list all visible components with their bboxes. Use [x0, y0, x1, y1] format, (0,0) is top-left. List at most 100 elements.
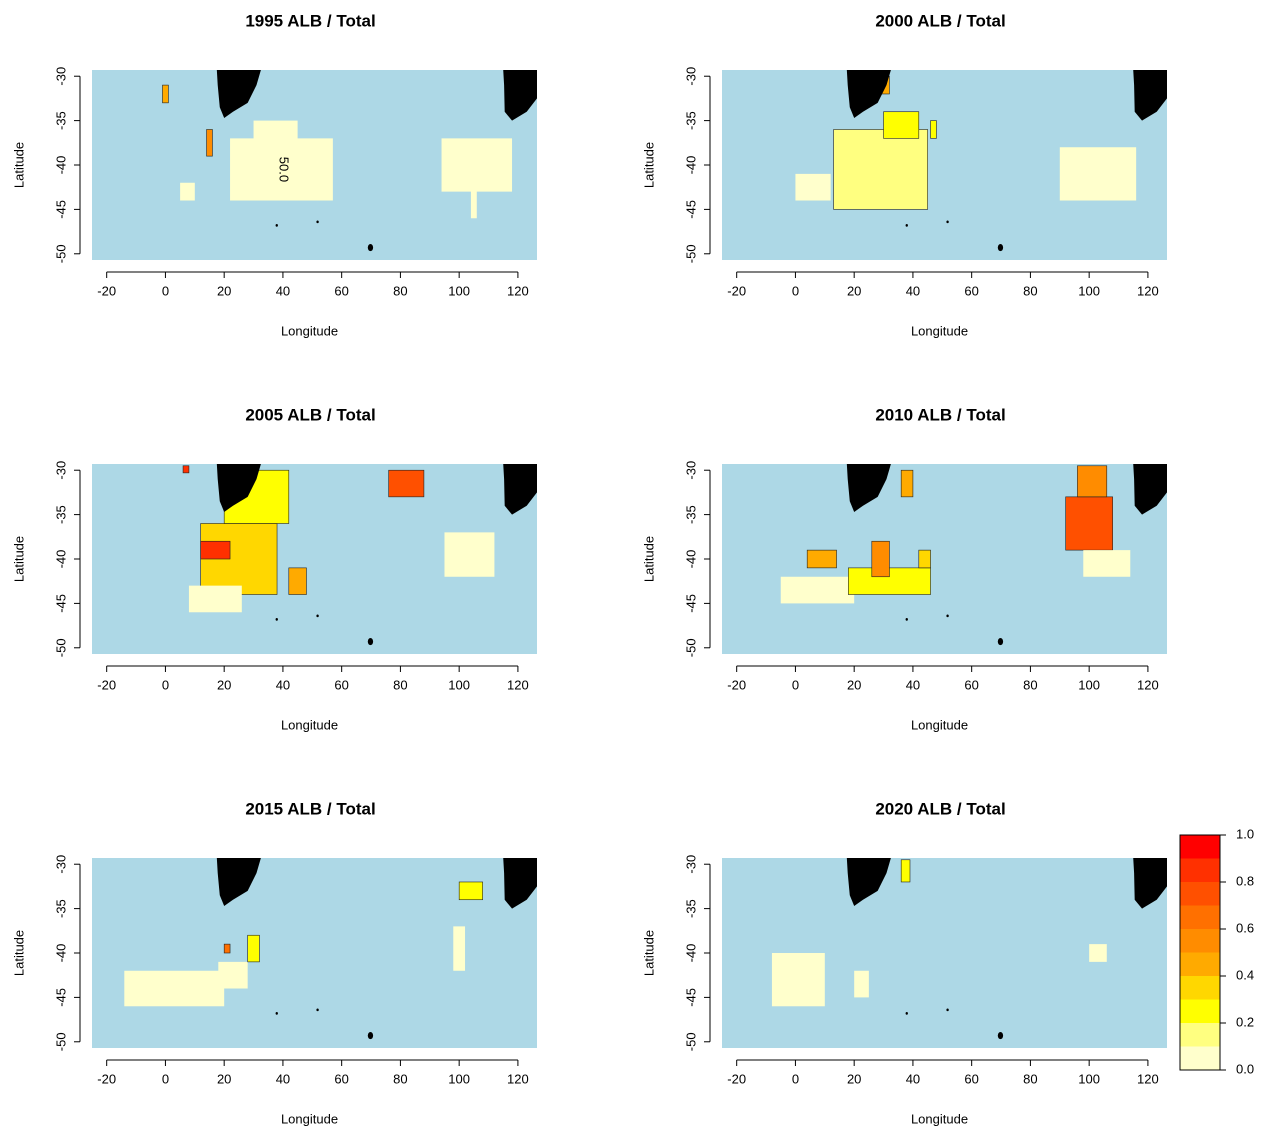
x-axis-label: Longitude — [281, 717, 338, 732]
region-cell — [883, 111, 920, 139]
contour-label: 50.0 — [276, 157, 291, 182]
colorbar-frame — [1179, 834, 1221, 1071]
region-cell — [1059, 147, 1137, 201]
colorbar-band — [1180, 952, 1220, 976]
x-tick-label: 100 — [1078, 1071, 1100, 1086]
y-axis-label: Latitude — [11, 930, 26, 976]
region-cell — [200, 540, 231, 560]
region-cell — [453, 926, 466, 971]
x-tick-label: 40 — [906, 283, 920, 298]
colorbar-band — [1180, 882, 1220, 906]
colorbar-tick-label: 0.4 — [1236, 967, 1254, 982]
y-tick-label: -45 — [53, 200, 68, 219]
x-tick-label: -20 — [97, 1071, 116, 1086]
y-tick-label: -30 — [683, 461, 698, 480]
y-tick-label: -35 — [53, 111, 68, 130]
colorbar-tick-label: 0.0 — [1236, 1061, 1254, 1076]
y-tick-label: -45 — [683, 200, 698, 219]
x-axis-label: Longitude — [281, 1111, 338, 1126]
colorbar-band — [1180, 905, 1220, 929]
y-axis-label: Latitude — [11, 536, 26, 582]
x-tick-label: 0 — [162, 283, 169, 298]
region-cell — [1089, 944, 1107, 962]
x-tick-label: 80 — [1023, 283, 1037, 298]
x-axis-label: Longitude — [911, 1111, 968, 1126]
y-tick-label: -40 — [683, 550, 698, 569]
region-cell — [918, 549, 931, 569]
x-tick-label: 60 — [334, 1071, 348, 1086]
region-cell — [795, 173, 831, 201]
colorbar-band — [1180, 976, 1220, 1000]
region-cell — [162, 84, 169, 104]
colorbar-tick-label: 0.6 — [1236, 920, 1254, 935]
region-cell — [871, 540, 890, 578]
y-tick-label: -45 — [683, 594, 698, 613]
colorbar-band — [1180, 1023, 1220, 1047]
x-tick-label: 100 — [448, 1071, 470, 1086]
y-tick-label: -45 — [53, 594, 68, 613]
y-tick-label: -50 — [683, 1032, 698, 1051]
region-cell — [854, 970, 869, 998]
y-axis-label: Latitude — [641, 930, 656, 976]
panel-title: 2000 ALB / Total — [875, 11, 1005, 30]
x-tick-label: 100 — [448, 283, 470, 298]
colorbar-band — [1180, 1046, 1220, 1070]
region-cell — [900, 469, 914, 498]
x-tick-label: 80 — [393, 677, 407, 692]
region-cell — [771, 953, 825, 1007]
x-tick-label: -20 — [727, 1071, 746, 1086]
x-tick-label: 0 — [792, 1071, 799, 1086]
x-tick-label: 100 — [1078, 677, 1100, 692]
y-tick-label: -50 — [683, 638, 698, 657]
colorbar-band — [1180, 835, 1220, 859]
x-tick-label: 0 — [162, 677, 169, 692]
y-tick-label: -35 — [53, 505, 68, 524]
y-tick-label: -40 — [683, 156, 698, 175]
x-tick-label: 0 — [162, 1071, 169, 1086]
x-tick-label: 120 — [1137, 1071, 1159, 1086]
region-cell — [458, 881, 483, 901]
y-tick-label: -30 — [683, 67, 698, 86]
y-tick-label: -30 — [683, 855, 698, 874]
region-cell — [206, 129, 213, 157]
y-tick-label: -45 — [53, 988, 68, 1007]
region-cell — [288, 567, 307, 595]
region-cell — [1077, 465, 1108, 498]
x-tick-label: 80 — [393, 1071, 407, 1086]
x-tick-label: 40 — [906, 677, 920, 692]
region-cell — [806, 549, 837, 569]
x-tick-label: 40 — [276, 677, 290, 692]
region-cell — [444, 532, 495, 577]
y-tick-label: -50 — [53, 244, 68, 263]
colorbar-tick-label: 0.2 — [1236, 1014, 1254, 1029]
x-axis-label: Longitude — [911, 717, 968, 732]
x-tick-label: -20 — [727, 283, 746, 298]
colorbar-tick-label: 1.0 — [1236, 826, 1254, 841]
region-cell — [900, 859, 911, 883]
region-cell — [182, 465, 190, 474]
x-tick-label: 80 — [393, 283, 407, 298]
x-tick-label: 60 — [964, 1071, 978, 1086]
x-tick-label: 120 — [507, 283, 529, 298]
y-tick-label: -40 — [683, 944, 698, 963]
region-cell — [780, 576, 855, 604]
x-tick-label: 100 — [448, 677, 470, 692]
x-tick-label: 80 — [1023, 677, 1037, 692]
x-tick-label: 60 — [964, 283, 978, 298]
region-cell — [388, 469, 425, 498]
region-cell — [218, 961, 248, 989]
x-tick-label: 100 — [1078, 283, 1100, 298]
x-tick-label: -20 — [727, 677, 746, 692]
x-tick-label: -20 — [97, 283, 116, 298]
y-tick-label: -35 — [683, 899, 698, 918]
colorbar-tick-label: 0.8 — [1236, 873, 1254, 888]
region-cell — [253, 120, 298, 148]
x-tick-label: 120 — [507, 1071, 529, 1086]
region-cell — [223, 943, 231, 954]
colorbar-band — [1180, 929, 1220, 953]
y-tick-label: -50 — [53, 1032, 68, 1051]
x-axis-label: Longitude — [281, 323, 338, 338]
y-tick-label: -30 — [53, 461, 68, 480]
y-axis-label: Latitude — [641, 536, 656, 582]
